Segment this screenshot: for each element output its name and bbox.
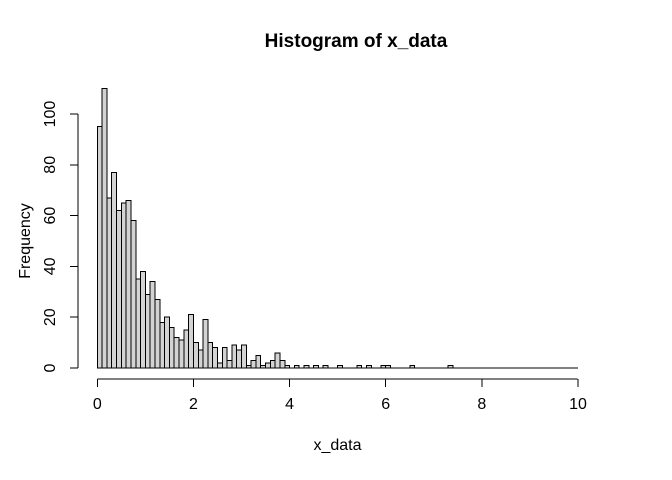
histogram-bar — [284, 364, 291, 369]
histogram-bar — [178, 339, 185, 369]
histogram-bar — [216, 362, 223, 369]
histogram-bar — [313, 364, 319, 369]
histogram-bar — [125, 199, 132, 369]
x-tick-label: 4 — [285, 396, 294, 413]
x-tick-label: 10 — [569, 396, 587, 413]
histogram-bar — [144, 293, 151, 369]
histogram-bar — [202, 319, 209, 369]
histogram-bar — [111, 171, 118, 369]
x-tick-label: 6 — [381, 396, 390, 413]
histogram-bar — [120, 202, 127, 369]
histogram-bar — [140, 270, 146, 369]
y-tick-label: 80 — [42, 156, 59, 174]
histogram-bar — [279, 359, 286, 369]
y-tick-label: 0 — [42, 363, 59, 372]
histogram-bar — [226, 359, 233, 369]
histogram-bar — [149, 281, 156, 369]
histogram-bar — [241, 344, 247, 369]
histogram-bar — [260, 364, 267, 369]
histogram-bar — [322, 364, 329, 369]
y-tick-label: 60 — [42, 207, 59, 225]
histogram-bar — [255, 354, 262, 369]
histogram-bar — [116, 210, 122, 369]
x-axis-ticks: 0 2 4 6 8 10 — [93, 379, 587, 413]
histogram-bar — [250, 359, 257, 369]
histogram-bar — [447, 364, 454, 369]
chart-title: Histogram of x_data — [265, 31, 448, 52]
histogram-bar — [265, 362, 271, 369]
histogram-bar — [101, 88, 108, 369]
histogram-bar — [192, 342, 199, 369]
histogram-bar — [231, 344, 238, 369]
histogram-bar — [188, 314, 194, 369]
histogram-bar — [212, 347, 218, 369]
y-tick-label: 20 — [42, 308, 59, 326]
x-tick-label: 2 — [189, 396, 198, 413]
histogram-bar — [135, 278, 142, 369]
histogram-bar — [337, 364, 343, 369]
histogram-bar — [221, 347, 228, 369]
histogram-bar — [207, 342, 214, 369]
histogram-bar — [106, 197, 113, 369]
y-tick-label: 40 — [42, 257, 59, 275]
histogram-bar — [236, 349, 243, 369]
histogram-bar — [365, 364, 372, 369]
histogram-bar — [409, 364, 416, 369]
histogram-bar — [274, 352, 281, 369]
histogram-bar — [183, 329, 190, 369]
histogram-bars — [96, 88, 454, 369]
y-axis-label: Frequency — [17, 203, 34, 279]
histogram-bar — [245, 364, 252, 369]
histogram-bar — [385, 364, 392, 369]
histogram-bar — [356, 364, 363, 369]
x-tick-label: 8 — [477, 396, 486, 413]
x-axis-label: x_data — [313, 437, 361, 454]
histogram-bar — [173, 337, 180, 369]
y-axis-ticks: 0 20 40 60 80 100 — [42, 101, 78, 372]
histogram-bar — [159, 321, 166, 369]
histogram-bar — [168, 326, 175, 369]
histogram-bar — [380, 364, 387, 369]
histogram-bar — [197, 349, 204, 369]
histogram-bar — [130, 220, 137, 369]
histogram-bar — [164, 316, 170, 369]
histogram-bar — [303, 364, 310, 369]
histogram-bar — [96, 126, 103, 369]
histogram-bar — [154, 298, 161, 369]
histogram-bar — [269, 359, 276, 369]
x-tick-label: 0 — [93, 396, 102, 413]
histogram-bar — [293, 364, 300, 369]
y-tick-label: 100 — [42, 101, 59, 128]
